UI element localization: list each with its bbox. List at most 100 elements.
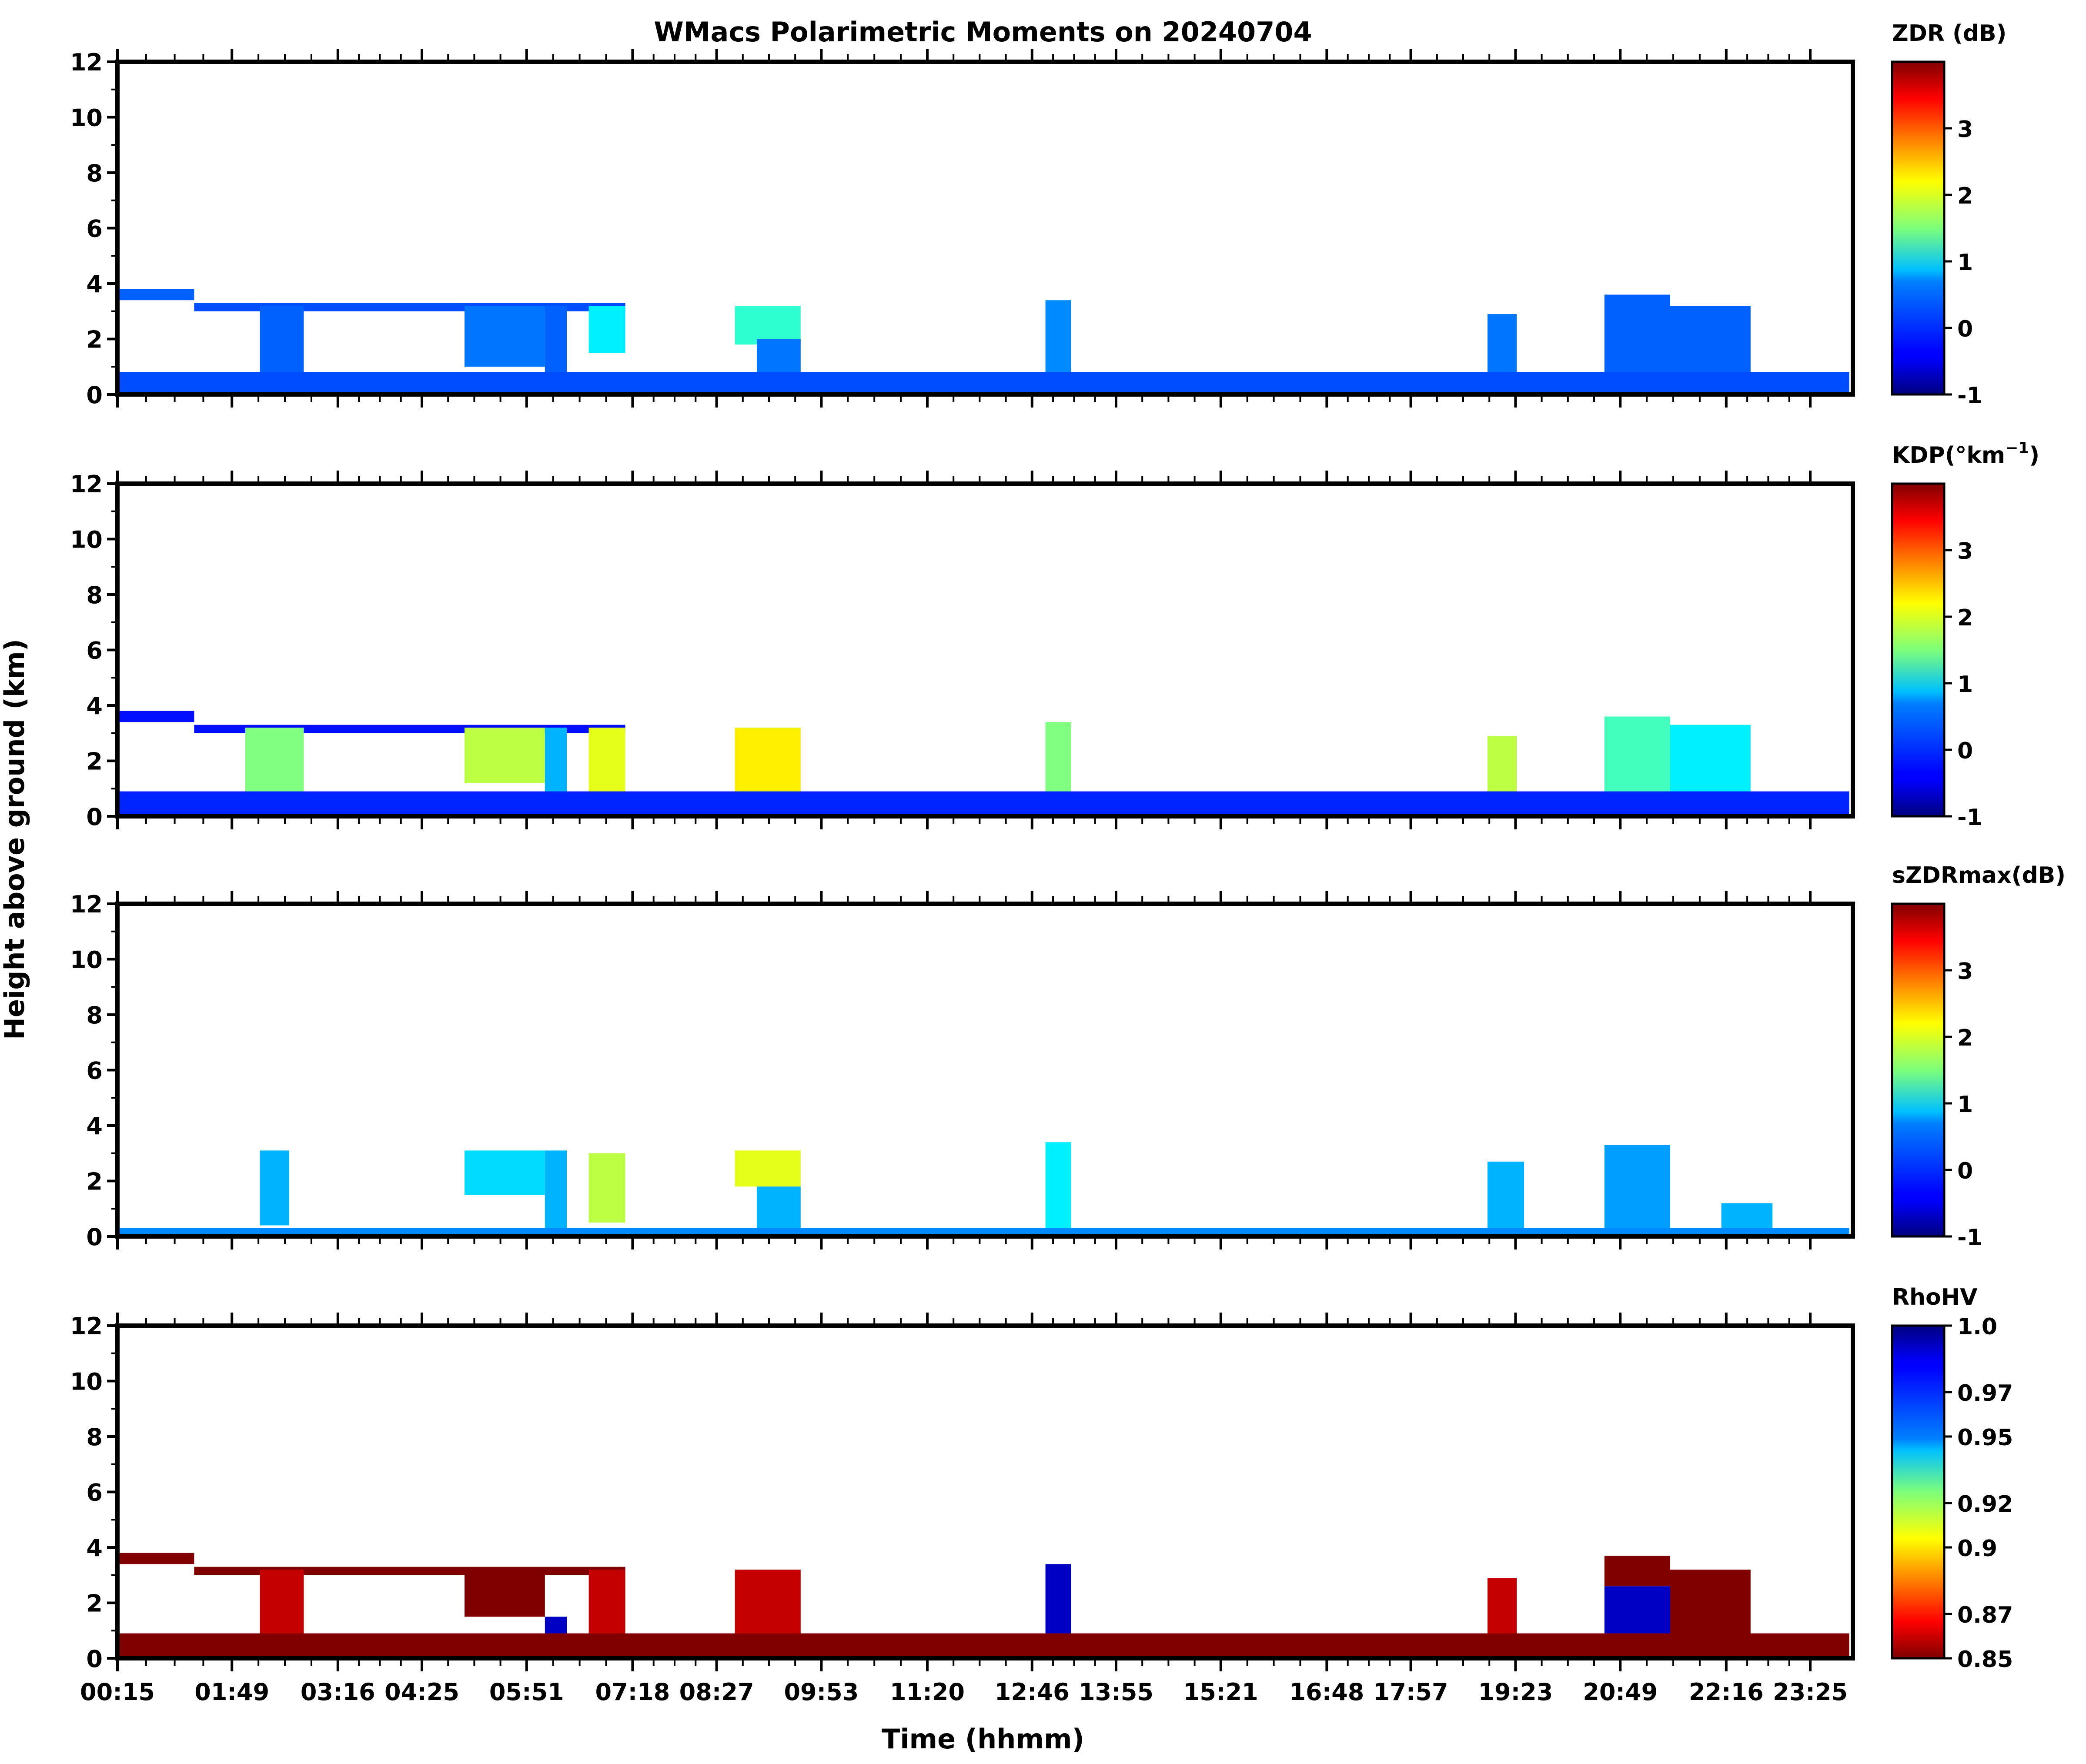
y-tick-label: 2: [86, 748, 103, 775]
y-tick-label: 6: [86, 215, 103, 243]
y-tick-label: 4: [86, 692, 103, 720]
echo-rhohv-1: [194, 1567, 625, 1575]
colorbar-tick-label: 3: [1957, 117, 1973, 143]
colorbar-tick-label: 1: [1957, 672, 1973, 698]
y-tick-label: 6: [86, 637, 103, 665]
x-tick-label: 12:46: [995, 1678, 1070, 1706]
x-tick-label: 11:20: [890, 1678, 965, 1706]
colorbar: [1891, 902, 1946, 1238]
y-tick-label: 2: [86, 1590, 103, 1617]
echo-szdrmax-1: [465, 1150, 545, 1195]
echo-rhohv-0: [117, 1553, 194, 1564]
colorbar-tick-label: 0: [1957, 316, 1973, 342]
x-tick-label: 05:51: [489, 1678, 564, 1706]
colorbar-tick-label: 0.97: [1957, 1380, 2013, 1407]
echo-zdr-0: [117, 289, 194, 301]
x-tick-label: 08:27: [679, 1678, 754, 1706]
y-tick-label: 12: [70, 471, 103, 498]
echo-szdrmax-7: [1488, 1161, 1524, 1231]
colorbar-tick-label: 0.9: [1957, 1536, 1997, 1562]
echo-zdr-12: [117, 372, 1849, 394]
colorbar: [1891, 60, 1946, 396]
x-tick-label: 09:53: [784, 1678, 859, 1706]
y-tick-label: 10: [70, 1368, 103, 1396]
echo-zdr-5: [588, 306, 625, 353]
colorbar-tick-label: 0.92: [1957, 1491, 2013, 1517]
echo-zdr-11: [1670, 306, 1751, 381]
y-tick-label: 0: [86, 1223, 103, 1251]
echo-rhohv-3: [465, 1570, 545, 1617]
colorbar: [1891, 1324, 1946, 1660]
colorbar-tick-label: 2: [1957, 605, 1973, 631]
echo-szdrmax-0: [260, 1150, 289, 1226]
y-tick-label: 4: [86, 271, 103, 298]
y-tick-label: 0: [86, 1645, 103, 1673]
echo-kdp-5: [588, 728, 625, 800]
echo-kdp-0: [117, 711, 194, 722]
colorbar-tick-label: 0.95: [1957, 1425, 2013, 1451]
plot-frame: [115, 481, 1855, 819]
colorbar-tick-label: 1: [1957, 250, 1973, 276]
echo-rhohv-10: [1604, 1556, 1670, 1587]
colorbar-label: sZDRmax(dB): [1892, 862, 2066, 889]
x-tick-label: 07:18: [595, 1678, 670, 1706]
echo-zdr-3: [465, 306, 545, 367]
echo-szdrmax-8: [1604, 1145, 1670, 1236]
colorbar-tick-label: -1: [1957, 805, 1982, 831]
colorbar-tick-label: 0.85: [1957, 1647, 2013, 1673]
y-tick-label: 2: [86, 1168, 103, 1196]
colorbar-tick-label: 0: [1957, 1158, 1973, 1184]
plot-frame: [115, 60, 1855, 397]
colorbar-tick-label: 0: [1957, 738, 1973, 764]
y-tick-label: 4: [86, 1534, 103, 1562]
x-tick-label: 17:57: [1374, 1678, 1448, 1706]
y-axis-label: Height above ground (km): [0, 639, 30, 1040]
x-tick-label: 03:16: [301, 1678, 375, 1706]
y-tick-label: 8: [86, 1423, 103, 1451]
echo-kdp-3: [465, 728, 545, 783]
colorbar-label-end: ): [2029, 442, 2039, 468]
colorbar-tick-label: 2: [1957, 1025, 1973, 1051]
y-tick-label: 8: [86, 1002, 103, 1029]
plot-frame: [115, 902, 1855, 1239]
echo-kdp-11: [117, 791, 1849, 816]
colorbar-tick-label: 3: [1957, 538, 1973, 565]
y-tick-label: 0: [86, 803, 103, 831]
y-tick-label: 6: [86, 1057, 103, 1085]
chart-title: WMacs Polarimetric Moments on 20240704: [654, 16, 1312, 48]
x-tick-label: 01:49: [194, 1678, 269, 1706]
echo-rhohv-5: [588, 1570, 625, 1636]
x-tick-label: 20:49: [1583, 1678, 1658, 1706]
echo-rhohv-12: [117, 1633, 1849, 1658]
colorbar-tick-label: 0.87: [1957, 1602, 2013, 1628]
y-tick-label: 12: [70, 49, 103, 76]
y-tick-label: 12: [70, 891, 103, 918]
colorbar-tick-label: 1.0: [1957, 1314, 1997, 1340]
y-tick-label: 10: [70, 104, 103, 132]
y-tick-label: 8: [86, 581, 103, 609]
x-tick-label: 04:25: [384, 1678, 459, 1706]
x-tick-label: 16:48: [1289, 1678, 1364, 1706]
colorbar-label-superscript: −1: [2005, 439, 2029, 457]
colorbar-label: RhoHV: [1892, 1284, 1978, 1310]
y-tick-label: 8: [86, 160, 103, 187]
colorbar-tick-label: -1: [1957, 1225, 1982, 1251]
colorbar-tick-label: 1: [1957, 1092, 1973, 1118]
y-tick-label: 12: [70, 1313, 103, 1340]
y-tick-label: 2: [86, 326, 103, 354]
x-tick-label: 15:21: [1183, 1678, 1258, 1706]
x-tick-label: 19:23: [1478, 1678, 1553, 1706]
y-tick-label: 0: [86, 381, 103, 409]
colorbar-label: KDP(°km−1): [1892, 439, 2039, 468]
x-tick-label: 00:15: [80, 1678, 155, 1706]
x-tick-label: 23:25: [1773, 1678, 1848, 1706]
colorbar-tick-label: 3: [1957, 959, 1973, 985]
y-tick-label: 4: [86, 1113, 103, 1140]
colorbar-tick-label: -1: [1957, 383, 1982, 409]
colorbar: [1891, 482, 1946, 818]
x-tick-label: 13:55: [1079, 1678, 1153, 1706]
